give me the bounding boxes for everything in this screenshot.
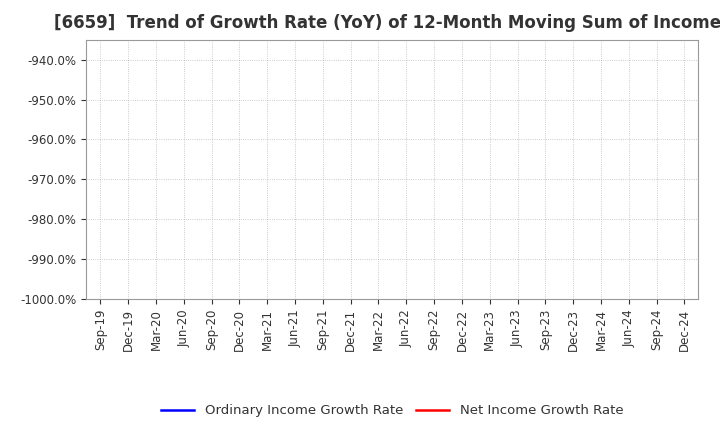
Title: [6659]  Trend of Growth Rate (YoY) of 12-Month Moving Sum of Incomes: [6659] Trend of Growth Rate (YoY) of 12-…	[54, 15, 720, 33]
Legend: Ordinary Income Growth Rate, Net Income Growth Rate: Ordinary Income Growth Rate, Net Income …	[161, 404, 624, 418]
